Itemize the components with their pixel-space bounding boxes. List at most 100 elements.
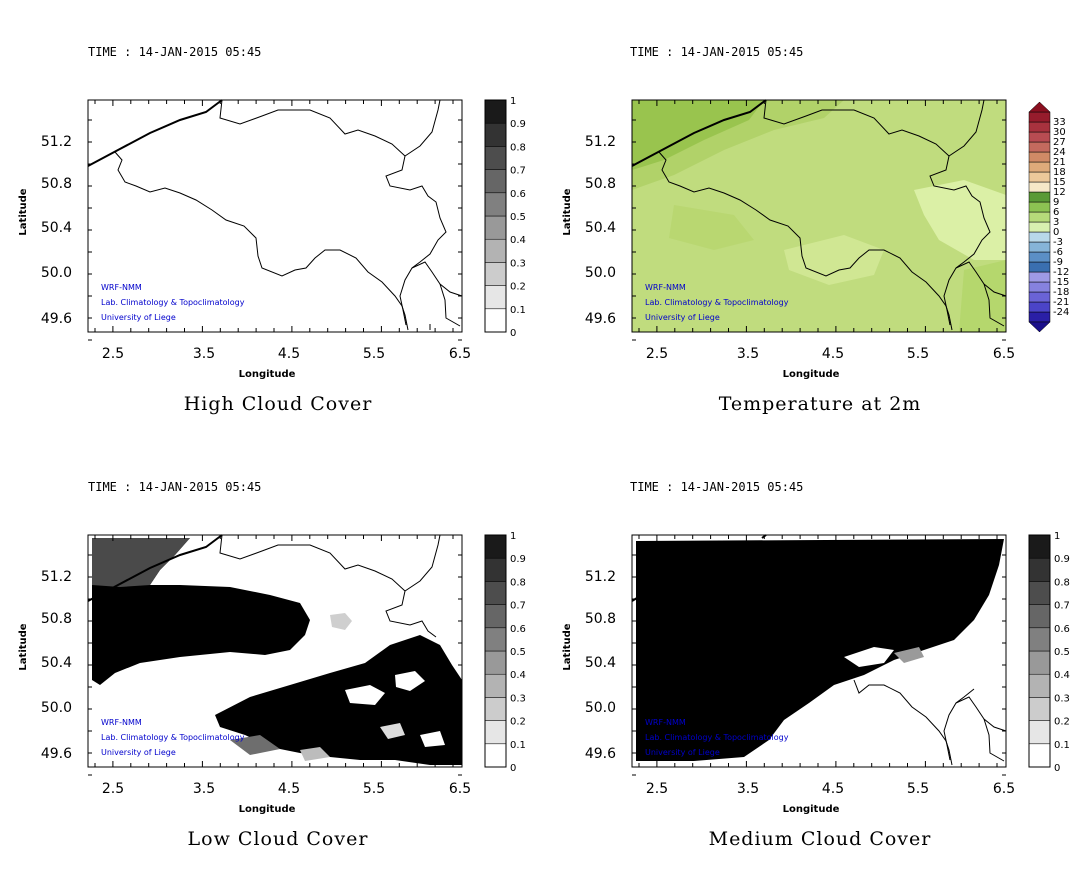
- colorbar-label: 33: [1053, 117, 1066, 128]
- colorbar-swatch: [484, 308, 507, 333]
- credit-line: Lab. Climatology & Topoclimatology: [101, 298, 245, 307]
- colorbar-swatch: [1028, 743, 1051, 768]
- y-tick-label: 49.6: [41, 746, 72, 762]
- colorbar-swatch: [1028, 627, 1051, 652]
- time-label: TIME : 14-JAN-2015 05:45: [88, 480, 262, 494]
- y-tick-label: 50.4: [585, 220, 616, 236]
- medium-cloud-area: [636, 539, 1004, 761]
- coastline: [631, 99, 767, 167]
- coastline: [87, 99, 223, 167]
- time-label: TIME : 14-JAN-2015 05:45: [88, 45, 262, 59]
- y-tick-label: 50.8: [585, 611, 616, 627]
- y-axis-label: Latitude: [18, 623, 29, 670]
- colorbar-swatch: [484, 673, 507, 698]
- y-tick-label: 50.0: [585, 265, 616, 281]
- colorbar-label: 0.6: [510, 624, 526, 635]
- time-label: TIME : 14-JAN-2015 05:45: [630, 45, 804, 59]
- panel-temperature-2m: TIME : 14-JAN-2015 05:45 WRF-NMM Lab. Cli…: [544, 0, 1087, 434]
- colorbar-label: 1: [510, 531, 516, 542]
- y-tick-label: 50.0: [41, 700, 72, 716]
- colorbar-swatch: [1028, 141, 1051, 153]
- colorbar-label: -21: [1053, 297, 1069, 308]
- credit-line: Lab. Climatology & Topoclimatology: [101, 733, 245, 742]
- colorbar: -24-21-18-15-12-9-6-30369121518212427303…: [1028, 101, 1069, 333]
- colorbar-swatch: [1028, 251, 1051, 263]
- colorbar-swatch: [1028, 261, 1051, 273]
- colorbar-label: 0.1: [510, 305, 526, 316]
- colorbar-swatch: [1028, 191, 1051, 203]
- y-tick-label: 50.8: [585, 176, 616, 192]
- map-medium-cloud: WRF-NMM Lab. Climatology & Topoclimatolog…: [562, 531, 1070, 815]
- x-tick-label: 6.5: [993, 346, 1015, 362]
- colorbar-label: 30: [1053, 127, 1066, 138]
- credit-line: University of Liege: [645, 748, 720, 757]
- colorbar-label: -3: [1053, 237, 1063, 248]
- colorbar-label: 0.9: [1054, 554, 1070, 565]
- panel-title: High Cloud Cover: [183, 393, 373, 415]
- y-tick-label: 50.0: [41, 265, 72, 281]
- y-tick-label: 50.0: [585, 700, 616, 716]
- colorbar-swatch: [1028, 697, 1051, 721]
- y-tick-label: 51.2: [41, 134, 72, 150]
- x-tick-label: 3.5: [737, 781, 759, 797]
- country-borders: [219, 534, 441, 638]
- colorbar-swatch: [1028, 211, 1051, 223]
- credit-line: WRF-NMM: [101, 283, 142, 292]
- colorbar-swatch: [1028, 291, 1051, 303]
- colorbar-label: 0.8: [510, 577, 526, 588]
- y-tick-label: 51.2: [585, 134, 616, 150]
- colorbar-swatch: [1028, 720, 1051, 745]
- x-tick-label: 5.5: [907, 346, 929, 362]
- colorbar-label: 0.5: [510, 647, 526, 658]
- colorbar-swatch: [1028, 111, 1051, 123]
- y-tick-label: 50.4: [585, 655, 616, 671]
- x-tick-label: 6.5: [993, 781, 1015, 797]
- colorbar-label: 0.5: [510, 212, 526, 223]
- colorbar-swatch: [1028, 131, 1051, 143]
- x-tick-label: 5.5: [907, 781, 929, 797]
- colorbar-swatch: [1028, 231, 1051, 243]
- colorbar: 0 0.1 0.2 0.3 0.4 0.5 0.6 0.7 0.8 0.9 1: [484, 96, 526, 339]
- colorbar-label: 9: [1053, 197, 1059, 208]
- colorbar-swatch: [484, 743, 507, 768]
- colorbar-label: 0.9: [510, 119, 526, 130]
- plot-border: [631, 99, 1007, 333]
- colorbar-label: 24: [1053, 147, 1066, 158]
- colorbar-label: 0.8: [510, 142, 526, 153]
- colorbar-swatch: [484, 581, 507, 605]
- colorbar-swatch: [1028, 161, 1051, 173]
- x-axis-label: Longitude: [239, 804, 296, 815]
- colorbar-swatch: [1028, 673, 1051, 698]
- colorbar-swatch: [484, 557, 507, 582]
- x-tick-label: 3.5: [193, 346, 215, 362]
- colorbar-label: -9: [1053, 257, 1063, 268]
- plot-border: [87, 534, 463, 768]
- colorbar-label: 0: [1054, 763, 1060, 774]
- colorbar-label: -12: [1053, 267, 1069, 278]
- colorbar-border: [484, 99, 507, 333]
- colorbar-swatch: [484, 285, 507, 310]
- y-tick-label: 50.8: [41, 611, 72, 627]
- map-low-cloud: WRF-NMM Lab. Climatology & Topoclimatolog…: [18, 531, 526, 815]
- colorbar-swatch: [1028, 311, 1051, 323]
- colorbar-label: 0: [1053, 227, 1059, 238]
- y-axis-label: Latitude: [18, 188, 29, 235]
- colorbar-label: 0: [510, 763, 516, 774]
- coastline: [87, 534, 223, 602]
- colorbar-swatch: [1028, 201, 1051, 213]
- x-axis-label: Longitude: [783, 369, 840, 380]
- colorbar-swatch: [1028, 534, 1051, 559]
- colorbar-label: 0.1: [1054, 740, 1070, 751]
- x-tick-label: 4.5: [822, 346, 844, 362]
- panel-title: Medium Cloud Cover: [708, 828, 932, 850]
- x-tick-label: 2.5: [646, 781, 668, 797]
- colorbar-swatch: [1028, 271, 1051, 283]
- y-tick-label: 51.2: [41, 569, 72, 585]
- map-high-cloud: WRF-NMM Lab. Climatology & Topoclimatolog…: [18, 96, 526, 380]
- warmer-area: [914, 180, 1006, 260]
- colorbar-swatch: [484, 720, 507, 745]
- x-tick-label: 6.5: [449, 781, 471, 797]
- colorbar-swatch: [484, 192, 507, 217]
- x-axis-label: Longitude: [783, 804, 840, 815]
- x-tick-label: 4.5: [278, 346, 300, 362]
